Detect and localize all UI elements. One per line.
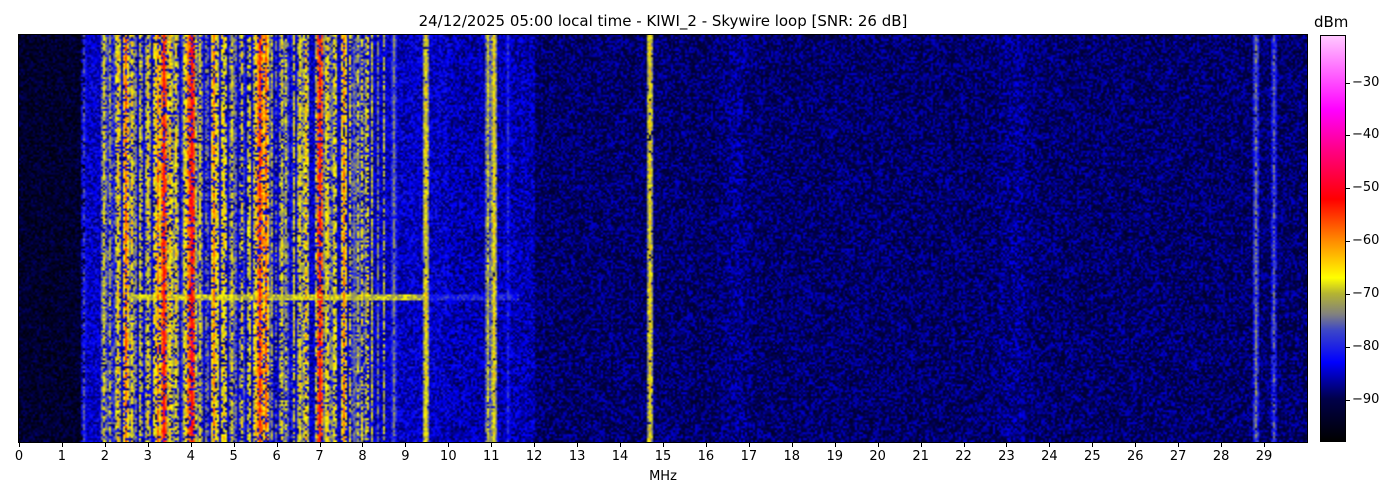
- x-tick-label: 4: [186, 449, 195, 464]
- x-tick-mark: [1221, 442, 1223, 447]
- x-tick-mark: [362, 442, 364, 447]
- x-tick-label: 16: [697, 449, 715, 464]
- x-tick-mark: [1135, 442, 1137, 447]
- x-tick-label: 2: [100, 449, 109, 464]
- colorbar-tick-mark: [1346, 188, 1350, 190]
- x-tick-mark: [61, 442, 63, 447]
- chart-title: 24/12/2025 05:00 local time - KIWI_2 - S…: [418, 12, 908, 30]
- x-tick-mark: [663, 442, 664, 447]
- x-tick-mark: [448, 442, 450, 447]
- x-tick-label: 9: [401, 449, 410, 464]
- x-tick-label: 25: [1084, 449, 1101, 464]
- colorbar-tick-label: −90: [1352, 391, 1380, 407]
- x-tick-label: 13: [568, 449, 586, 464]
- x-tick-label: 20: [869, 449, 886, 464]
- x-tick-mark: [620, 442, 622, 447]
- spectrogram-plot-area: [18, 34, 1308, 443]
- colorbar-tick-mark: [1346, 82, 1350, 84]
- colorbar-tick-mark: [1346, 241, 1350, 243]
- x-tick-mark: [834, 442, 836, 447]
- x-tick-mark: [963, 442, 965, 447]
- x-tick-mark: [577, 442, 579, 447]
- x-tick-label: 8: [358, 449, 367, 464]
- colorbar-tick-label: −50: [1352, 180, 1380, 196]
- x-tick-label: 29: [1255, 449, 1273, 464]
- colorbar: [1320, 35, 1346, 442]
- x-tick-label: 15: [654, 449, 672, 464]
- colorbar-tick-label: −70: [1352, 286, 1380, 301]
- x-tick-label: 7: [315, 449, 324, 464]
- waterfall-heatmap: [19, 35, 1307, 442]
- x-tick-label: 26: [1126, 449, 1144, 464]
- x-tick-label: 1: [57, 449, 67, 464]
- x-tick-mark: [276, 442, 278, 447]
- x-tick-label: 3: [143, 449, 152, 464]
- colorbar-tick-label: −60: [1352, 233, 1380, 249]
- x-tick-label: 28: [1212, 449, 1230, 464]
- x-tick-label: 21: [912, 449, 929, 464]
- x-tick-label: 24: [1041, 449, 1058, 464]
- x-tick-label: 27: [1169, 449, 1187, 464]
- colorbar-tick-label: −40: [1352, 127, 1380, 143]
- colorbar-tick-mark: [1346, 346, 1350, 348]
- x-tick-label: 18: [783, 449, 801, 464]
- x-tick-label: 10: [440, 449, 457, 464]
- x-tick-mark: [877, 442, 879, 447]
- colorbar-tick-label: −80: [1352, 338, 1380, 354]
- x-tick-mark: [147, 442, 149, 447]
- x-tick-mark: [233, 442, 235, 447]
- x-tick-mark: [319, 442, 321, 447]
- x-tick-mark: [104, 442, 106, 447]
- x-tick-label: 12: [525, 449, 543, 464]
- x-tick-mark: [405, 442, 407, 447]
- x-tick-label: 6: [272, 449, 281, 464]
- x-tick-mark: [705, 442, 707, 447]
- x-tick-label: 11: [482, 449, 500, 464]
- x-tick-mark: [748, 442, 750, 447]
- colorbar-tick-mark: [1346, 135, 1350, 137]
- colorbar-tick-mark: [1346, 294, 1350, 295]
- colorbar-unit-label: dBm: [1314, 13, 1349, 31]
- x-tick-label: 17: [740, 449, 758, 464]
- x-tick-label: 23: [998, 449, 1015, 464]
- x-axis-label: MHz: [649, 469, 677, 484]
- x-tick-mark: [791, 442, 793, 447]
- x-tick-mark: [1092, 442, 1094, 447]
- colorbar-tick-mark: [1346, 399, 1350, 401]
- x-tick-mark: [19, 442, 20, 447]
- x-tick-mark: [1006, 442, 1008, 447]
- x-tick-mark: [1049, 442, 1051, 447]
- x-tick-mark: [1178, 442, 1180, 447]
- x-tick-mark: [920, 442, 922, 447]
- x-tick-label: 14: [611, 449, 629, 464]
- x-tick-mark: [190, 442, 192, 447]
- colorbar-tick-label: −30: [1352, 74, 1380, 90]
- x-tick-label: 19: [826, 449, 843, 464]
- x-tick-label: 5: [229, 449, 238, 464]
- x-tick-mark: [1264, 442, 1266, 447]
- x-tick-mark: [491, 442, 493, 447]
- x-tick-mark: [534, 442, 536, 447]
- x-tick-label: 22: [955, 449, 972, 464]
- x-tick-label: 0: [14, 449, 24, 464]
